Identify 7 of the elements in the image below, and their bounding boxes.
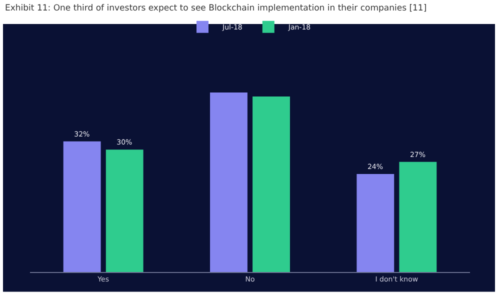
- bar: [106, 150, 144, 272]
- bar: [356, 174, 394, 272]
- bar: [210, 92, 248, 272]
- chart-title: Exhibit 11: One third of investors expect to see Blockchain implementation in their companies [11]: [5, 3, 427, 14]
- bar: [63, 141, 101, 272]
- bar: [252, 96, 290, 272]
- bar: [399, 162, 437, 272]
